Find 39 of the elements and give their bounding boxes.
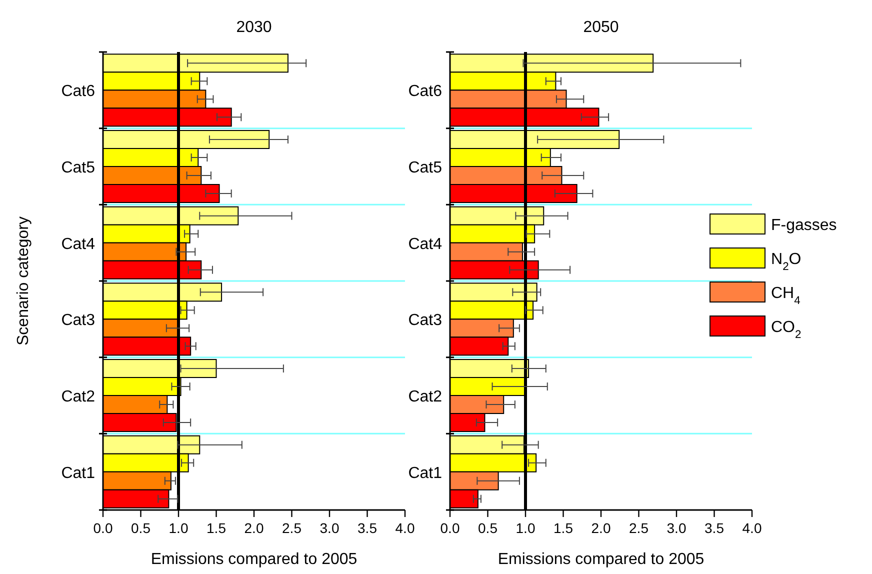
- x-tick-label: 1.0: [516, 520, 536, 536]
- x-tick-label: 0.0: [93, 520, 113, 536]
- legend-label: CO$_{2}$: [771, 319, 802, 341]
- x-tick-label: 2.0: [244, 520, 264, 536]
- x-tick-label: 2.0: [591, 520, 611, 536]
- y-tick-label: Cat5: [408, 160, 442, 176]
- y-tick-label: Cat3: [61, 312, 96, 330]
- chart-title: 2030: [236, 19, 272, 36]
- y-tick-label: Cat1: [408, 464, 442, 482]
- x-axis-title: Emissions compared to 2005: [498, 551, 704, 568]
- y-tick-label: Cat6: [61, 83, 96, 100]
- y-tick-label: Cat3: [408, 312, 442, 330]
- y-tick-label: Cat6: [408, 83, 442, 100]
- y-tick-label: Cat1: [61, 464, 96, 482]
- y-tick-label: Cat2: [408, 388, 442, 406]
- legend-label: CH$_{4}$: [771, 285, 800, 307]
- legend-label: N$_{2}$O: [771, 251, 802, 273]
- x-tick-label: 1.0: [168, 520, 188, 536]
- chart-title: 2050: [583, 19, 619, 36]
- x-tick-label: 3.5: [358, 520, 378, 536]
- x-tick-label: 0.5: [478, 520, 498, 536]
- x-tick-label: 4.0: [742, 520, 762, 536]
- x-tick-label: 1.5: [554, 520, 574, 536]
- x-tick-label: 0.0: [440, 520, 460, 536]
- x-tick-label: 2.5: [282, 520, 302, 536]
- y-axis-title: Scenario category: [15, 216, 32, 346]
- x-tick-label: 1.5: [206, 520, 226, 536]
- y-tick-label: Cat4: [408, 236, 442, 253]
- x-tick-label: 0.5: [131, 520, 151, 536]
- y-tick-label: Cat2: [61, 388, 96, 406]
- y-tick-label: Cat4: [61, 236, 96, 253]
- y-tick-label: Cat5: [61, 160, 96, 176]
- x-tick-label: 3.0: [666, 520, 686, 536]
- legend-label: F-gasses: [771, 217, 837, 234]
- x-tick-label: 3.0: [320, 520, 340, 536]
- x-tick-label: 4.0: [395, 520, 415, 536]
- x-tick-label: 3.5: [704, 520, 724, 536]
- x-tick-label: 2.5: [629, 520, 649, 536]
- x-axis-title: Emissions compared to 2005: [150, 551, 358, 568]
